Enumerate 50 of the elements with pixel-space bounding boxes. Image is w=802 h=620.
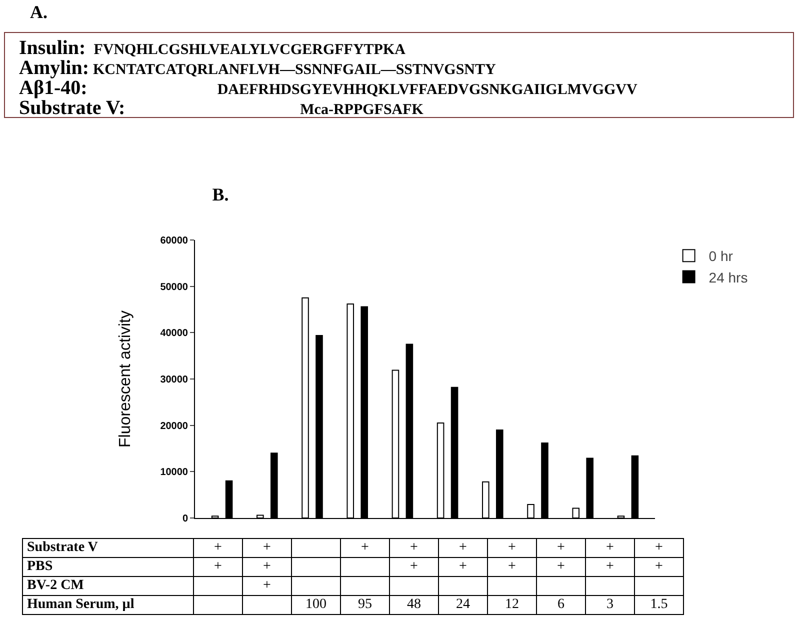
category-label: Human Serum, µl	[27, 597, 134, 612]
text: +	[606, 559, 614, 574]
text: +	[655, 540, 663, 555]
text: 3	[606, 597, 614, 612]
text: +	[655, 559, 663, 574]
text: +	[508, 540, 516, 555]
text: KCNTATCATQRLANFLVH—SSNNFGAIL—SSTNVGSNTY	[93, 62, 496, 79]
y-tick-label: 30000	[160, 374, 188, 386]
text: A.	[30, 2, 48, 23]
text: +	[410, 540, 418, 555]
y-tick-label: 50000	[160, 282, 188, 293]
text: 48	[407, 597, 421, 612]
text: 1.5	[650, 597, 668, 612]
text: DAEFRHDSGYEVHHQKLVFFAEDVGSNKGAIIGLMVGGVV	[217, 82, 638, 99]
legend-label: 24 hrs	[708, 269, 748, 286]
text: 6	[558, 597, 564, 612]
y-tick-label: 10000	[160, 467, 188, 478]
y-tick-label: 60000	[160, 236, 188, 246]
category-label: BV-2 CM	[27, 578, 84, 593]
text: 12	[505, 597, 519, 612]
y-tick-label: 40000	[160, 328, 188, 340]
text: +	[557, 559, 565, 574]
text: Amylin:	[19, 57, 89, 80]
text: +	[508, 559, 516, 574]
text: 100	[306, 597, 326, 612]
category-label: Substrate V	[27, 540, 98, 555]
text: +	[214, 540, 222, 555]
text: 24	[456, 597, 470, 612]
text: +	[606, 540, 614, 555]
y-tick-label: 0	[182, 514, 188, 524]
text: 95	[358, 597, 372, 612]
text: +	[459, 540, 467, 555]
text: Aβ1-40:	[19, 77, 88, 100]
text: +	[410, 559, 418, 574]
text: +	[459, 559, 467, 574]
text: Substrate V:	[19, 97, 126, 120]
text: Mca-RPPGFSAFK	[300, 102, 424, 119]
y-axis-title: Fluorescent activity	[117, 310, 134, 448]
text: +	[263, 540, 271, 555]
y-tick-label: 20000	[160, 420, 188, 432]
text: +	[263, 578, 271, 593]
category-label: PBS	[27, 559, 53, 574]
text: +	[263, 559, 271, 574]
text: +	[214, 559, 222, 574]
text: +	[557, 540, 565, 555]
text: Insulin:	[19, 37, 86, 60]
text: +	[361, 540, 369, 555]
legend-label: 0 hr	[708, 248, 734, 264]
text: FVNQHLCGSHLVEALYLVCGERGFFYTPKA	[94, 42, 406, 59]
chart-title: B.	[212, 184, 229, 205]
